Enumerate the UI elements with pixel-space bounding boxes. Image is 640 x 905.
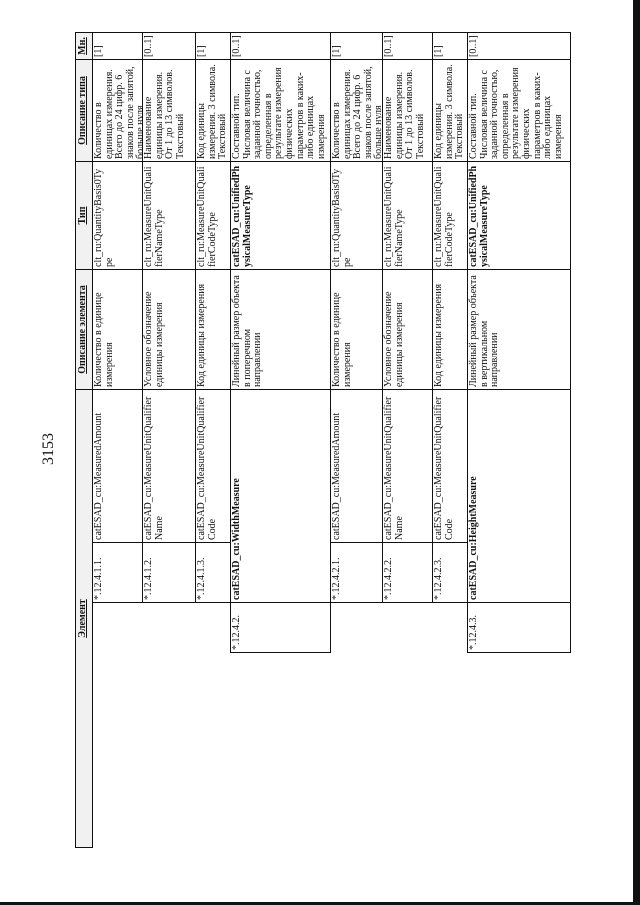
header-element: Элемент [75, 389, 93, 848]
element-name: catESAD_cu:MeasureUnitQualifierName [382, 389, 433, 543]
scan-edge-bottom [633, 0, 640, 905]
multiplicity: [1] [92, 32, 143, 60]
type-description: Количество в единицах измерения. Всего д… [92, 59, 143, 162]
element-name: catESAD_cu:WidthMeasure [230, 389, 331, 603]
multiplicity: [0..1] [230, 32, 331, 60]
type-description: Составной тип. Числовая величина с задан… [467, 59, 571, 162]
row-number: *.12.4.1.2. [142, 542, 196, 603]
multiplicity: [1] [195, 32, 231, 60]
type-name: clt_ru:MeasureUnitQualifierNameType [382, 161, 433, 270]
type-name: catESAD_cu:UnifiedPhysicalMeasureType [230, 161, 331, 270]
type-name: clt_ru:MeasureUnitQualifierNameType [142, 161, 196, 270]
element-description: Количество в единице измерения [330, 269, 383, 390]
element-description: Линейный размер объекта в поперечном нап… [230, 269, 331, 390]
row-number: *.12.4.2.1. [330, 542, 383, 603]
row-number: *.12.4.3. [467, 602, 571, 653]
multiplicity: [0..1] [467, 32, 571, 60]
type-name: clt_ru:MeasureUnitQualifierCodeType [195, 161, 231, 270]
multiplicity: [1] [330, 32, 383, 60]
header-type-description: Описание типа [75, 59, 93, 162]
element-description: Код единицы измерения [432, 269, 468, 390]
type-description: Код единицы измерения. 3 символа. Тексто… [432, 59, 468, 162]
row-number: *.12.4.1.3. [195, 542, 231, 603]
row-number: *.12.4.2.3. [432, 542, 468, 603]
row-number: *.12.4.1.1. [92, 542, 143, 603]
element-description: Условное обозначение единицы измерения [142, 269, 196, 390]
multiplicity: [1] [432, 32, 468, 60]
element-name: catESAD_cu:HeightMeasure [467, 389, 571, 603]
type-description: Наименование единицы измерения. От 1 до … [142, 59, 196, 162]
element-name: catESAD_cu:MeasureUnitQualifierCode [195, 389, 231, 543]
element-description: Линейный размер объекта в вертикальном н… [467, 269, 571, 390]
multiplicity: [0..1] [142, 32, 196, 60]
header-multiplicity: Мн. [75, 32, 93, 60]
type-description: Код единицы измерения. 3 символа. Тексто… [195, 59, 231, 162]
element-description: Код единицы измерения [195, 269, 231, 390]
type-name: clt_ru:QuantityBasis0Type [92, 161, 143, 270]
element-name: catESAD_cu:MeasuredAmount [330, 389, 383, 543]
element-name: catESAD_cu:MeasuredAmount [92, 389, 143, 543]
type-name: clt_ru:MeasureUnitQualifierCodeType [432, 161, 468, 270]
element-name: catESAD_cu:MeasureUnitQualifierName [142, 389, 196, 543]
type-description: Наименование единицы измерения. От 1 до … [382, 59, 433, 162]
header-type: Тип [75, 161, 93, 270]
element-name: catESAD_cu:MeasureUnitQualifierCode [432, 389, 468, 543]
row-number: *.12.4.2.2. [382, 542, 433, 603]
header-element-description: Описание элемента [75, 269, 93, 390]
element-description: Количество в единице измерения [92, 269, 143, 390]
row-number: *.12.4.2. [230, 602, 331, 653]
type-description: Составной тип. Числовая величина с задан… [230, 59, 331, 162]
type-name: catESAD_cu:UnifiedPhysicalMeasureType [467, 161, 571, 270]
multiplicity: [0..1] [382, 32, 433, 60]
element-description: Условное обозначение единицы измерения [382, 269, 433, 390]
page-number: 3153 [40, 433, 57, 465]
type-name: clt_ru:QuantityBasis0Type [330, 161, 383, 270]
type-description: Количество в единицах измерения. Всего д… [330, 59, 383, 162]
